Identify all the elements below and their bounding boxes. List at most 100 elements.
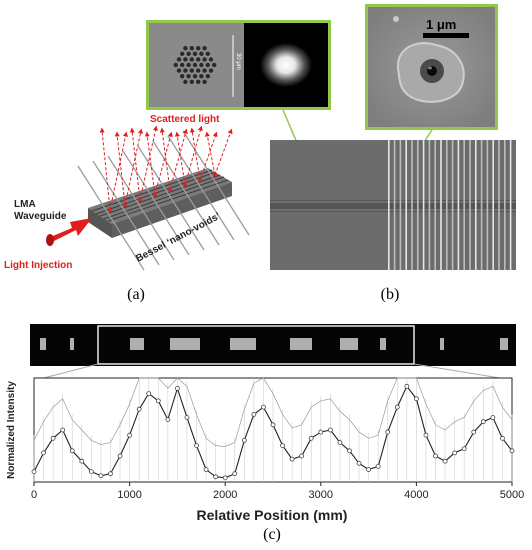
data-point (280, 443, 285, 448)
y-axis-label: Normalized Intensity (6, 381, 17, 479)
void-stripe (422, 140, 425, 270)
data-point (433, 453, 438, 459)
void-stripe (492, 140, 494, 270)
fiber-hole (186, 74, 191, 79)
intensity-chart: 0 1000 2000 3000 4000 5000 Normalized Intensi… (6, 377, 524, 523)
scatter-arrow (169, 128, 188, 191)
scatter-arrow (174, 131, 186, 186)
scatter-band (40, 338, 46, 350)
data-point (356, 460, 362, 466)
data-point (452, 450, 458, 456)
nano-void-needle (122, 150, 190, 256)
fiber-hole (196, 57, 201, 62)
void-stripe (469, 140, 471, 270)
fiber-hole (180, 51, 185, 56)
fiber-hole (205, 62, 210, 68)
panel-a-label: (a) (127, 286, 145, 303)
void-stripe (440, 140, 442, 270)
void-stripe (451, 140, 454, 270)
scatter-arrow (139, 125, 158, 201)
light-injection-arrow (46, 218, 92, 246)
data-point (41, 450, 46, 456)
void-stripe (399, 140, 402, 270)
fiber-hole (192, 62, 198, 68)
data-point (442, 458, 448, 464)
void-stripe (417, 140, 419, 270)
fiber-hole (212, 62, 217, 68)
data-point (222, 475, 228, 481)
data-point (194, 443, 199, 448)
data-point (117, 453, 123, 459)
data-point (136, 406, 142, 412)
void-stripe (475, 140, 477, 270)
data-point (289, 456, 295, 462)
void-stripe (486, 140, 489, 270)
fiber-hole (173, 62, 178, 68)
fiber-hole (189, 57, 194, 62)
data-point (155, 398, 161, 404)
scatter-arrow (144, 131, 156, 196)
scatter-arrow (129, 127, 141, 201)
void-stripe (428, 140, 431, 270)
fiber-hole (189, 79, 194, 84)
scatter-band (70, 338, 74, 350)
zoom-lines (35, 363, 513, 381)
data-point (69, 448, 75, 454)
data-point (423, 432, 429, 438)
x-tick-label: 5000 (500, 489, 524, 501)
data-point (127, 432, 133, 438)
data-point (337, 440, 343, 445)
data-point (261, 404, 266, 410)
fiber-hole (202, 46, 207, 51)
fiber-hole (183, 46, 188, 51)
data-point (232, 471, 238, 477)
x-axis-label: Relative Position (mm) (197, 507, 348, 523)
nano-void-needle (107, 155, 175, 261)
data-point (165, 417, 171, 422)
nano-void-needle (167, 135, 235, 241)
panel-b-label: (b) (380, 286, 400, 303)
fiber-hole (208, 57, 214, 62)
fiber-hole (183, 79, 188, 84)
scatter-arrow (214, 128, 233, 176)
fiber-hole (199, 62, 204, 68)
void-stripe (411, 140, 413, 270)
data-point (347, 448, 352, 454)
data-point (88, 469, 94, 474)
light-injection-label: Light Injection (4, 260, 72, 271)
void-stripe (504, 140, 506, 270)
panel-a-schematic: Scattered light LMA Waveguide Light Inje… (4, 114, 250, 271)
data-point (385, 429, 391, 435)
nanovoid-inset-image: 1 μm (368, 7, 495, 127)
fiber-hole (186, 62, 191, 68)
void-stripe (480, 140, 483, 270)
data-point (251, 412, 257, 417)
fiber-hole (186, 51, 191, 56)
void-stripe (457, 140, 460, 270)
data-point (413, 396, 419, 402)
scatter-arrow (205, 131, 216, 176)
scatter-arrow (114, 131, 126, 206)
scatter-arrow (124, 128, 143, 206)
data-point (509, 448, 515, 454)
x-tick-label: 2000 (213, 489, 237, 501)
fiber-hole (192, 74, 198, 79)
x-tick-label: 0 (31, 489, 37, 501)
data-point (366, 467, 372, 472)
x-tick-label: 1000 (117, 489, 141, 501)
fiber-hole (205, 51, 210, 56)
data-point (108, 471, 113, 477)
scattered-light-arrows (99, 125, 233, 212)
fiber-hole (196, 68, 201, 73)
fiber-hole (176, 57, 182, 62)
data-point (327, 427, 333, 433)
scatter-arrow (159, 127, 171, 191)
sem-scale-label: 1 μm (426, 17, 456, 32)
scatter-band (290, 338, 312, 350)
data-point (270, 422, 276, 428)
data-point (203, 467, 209, 472)
scatter-band (380, 338, 386, 350)
void-stripe (388, 140, 390, 270)
panel-c-label: (c) (263, 526, 281, 543)
scatter-arrow (99, 127, 111, 211)
